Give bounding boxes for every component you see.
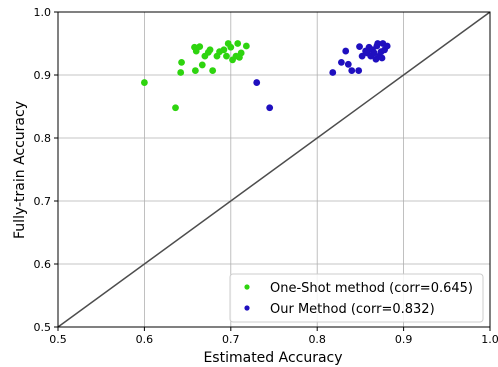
- x-tick-label: 0.7: [222, 333, 240, 346]
- one-shot-point: [196, 43, 204, 51]
- x-tick-label: 0.9: [395, 333, 413, 346]
- our-method-point: [348, 67, 356, 74]
- x-tick-label: 0.6: [136, 333, 154, 346]
- one-shot-point: [234, 40, 242, 47]
- our-method-point: [370, 49, 378, 57]
- legend-marker-one-shot: [244, 284, 250, 290]
- our-method-point: [329, 69, 337, 76]
- one-shot-point: [206, 46, 214, 54]
- y-tick-label: 0.9: [34, 69, 52, 82]
- our-method-point: [358, 52, 366, 60]
- one-shot-point: [237, 49, 245, 57]
- our-method-point: [344, 60, 352, 68]
- legend: One-Shot method (corr=0.645) Our Method …: [229, 273, 484, 323]
- plot-frame: [57, 11, 491, 328]
- one-shot-point: [198, 61, 206, 69]
- our-method-point: [374, 40, 382, 47]
- x-axis-label: Estimated Accuracy: [203, 350, 342, 366]
- data-points: [141, 40, 391, 112]
- legend-box: [229, 273, 484, 323]
- our-method-point: [355, 67, 363, 74]
- one-shot-point: [227, 43, 235, 51]
- y-axis-label: Fully-train Accuracy: [12, 101, 28, 239]
- our-method-point: [356, 43, 363, 51]
- one-shot-point: [191, 67, 199, 74]
- one-shot-point: [220, 46, 228, 54]
- x-tick-label: 1.0: [481, 333, 498, 346]
- legend-marker-our-method: [244, 305, 250, 311]
- our-method-point: [337, 59, 345, 66]
- legend-label-one-shot: One-Shot method (corr=0.645): [270, 281, 473, 296]
- our-method-point: [253, 79, 261, 86]
- one-shot-point: [177, 69, 185, 76]
- one-shot-point: [242, 42, 250, 50]
- our-method-point: [383, 42, 391, 50]
- reference-diagonal-line: [57, 11, 491, 328]
- x-tick-label: 0.8: [308, 333, 326, 346]
- one-shot-point: [209, 67, 217, 74]
- y-tick-label: 0.8: [34, 132, 52, 145]
- our-method-point: [378, 54, 386, 62]
- y-tick-label: 0.7: [34, 195, 52, 208]
- one-shot-point: [178, 59, 185, 66]
- legend-label-our-method: Our Method (corr=0.832): [270, 302, 435, 317]
- y-tick-label: 1.0: [34, 6, 52, 19]
- one-shot-point: [172, 104, 179, 112]
- our-method-point: [266, 104, 274, 112]
- x-tick-label: 0.5: [49, 333, 67, 346]
- y-tick-label: 0.5: [34, 321, 52, 334]
- our-method-point: [342, 47, 350, 55]
- axis-ticks: 0.5 0.6 0.7 0.8 0.9 1.0 0.5 0.6 0.7 0.8 0.9 1.0: [34, 6, 498, 346]
- y-tick-label: 0.6: [34, 258, 52, 271]
- one-shot-point: [141, 79, 148, 86]
- one-shot-point: [223, 52, 230, 60]
